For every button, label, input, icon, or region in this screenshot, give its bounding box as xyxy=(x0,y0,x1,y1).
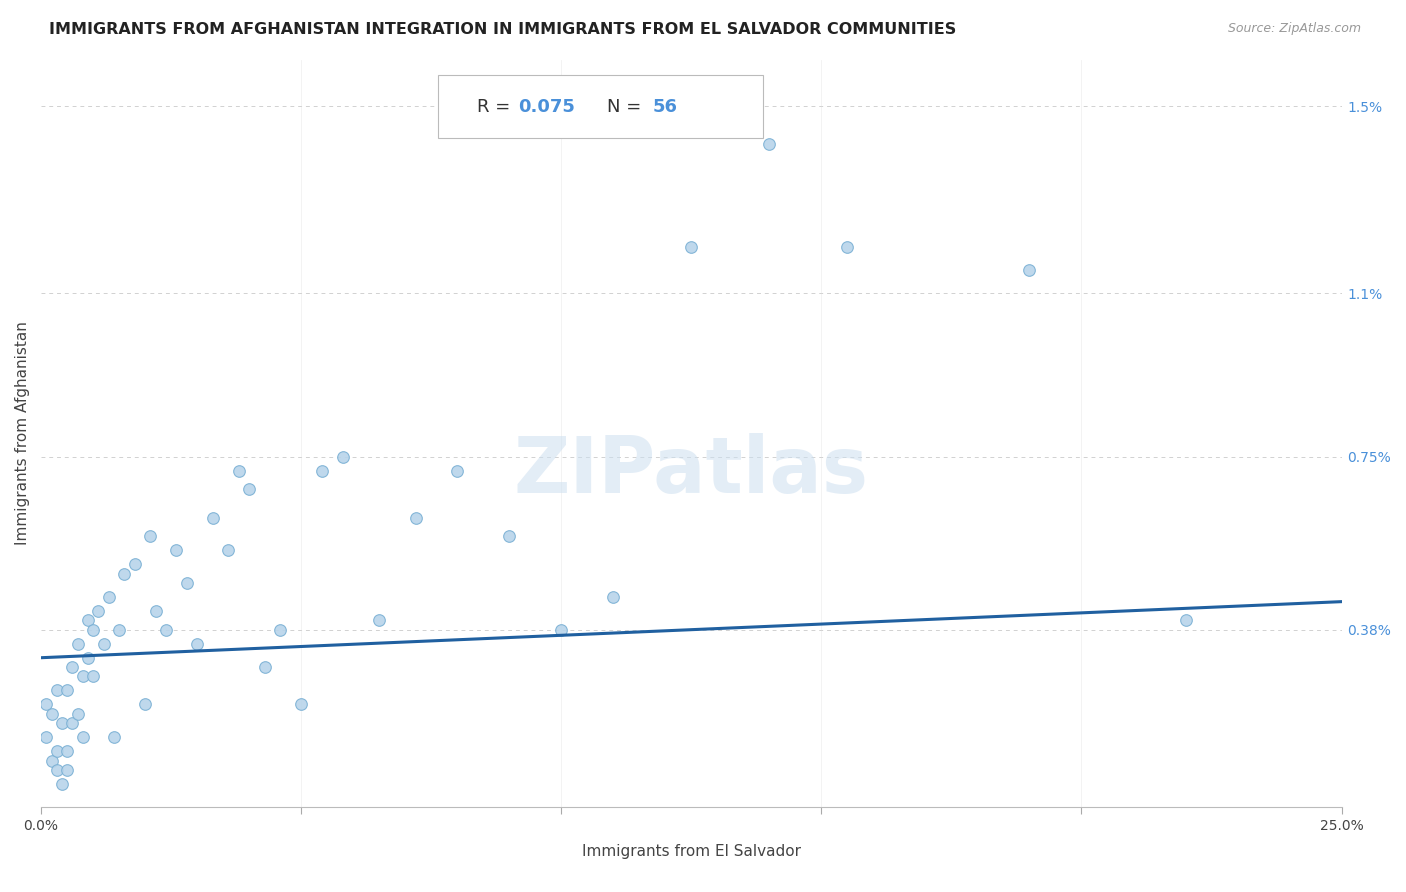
Text: Source: ZipAtlas.com: Source: ZipAtlas.com xyxy=(1227,22,1361,36)
Point xyxy=(45,763,67,777)
Point xyxy=(77,613,100,627)
Point xyxy=(56,744,79,758)
Point xyxy=(51,716,73,731)
Point xyxy=(228,464,250,478)
Point xyxy=(165,543,187,558)
Point xyxy=(82,623,104,637)
Point xyxy=(56,683,79,698)
Point xyxy=(124,558,146,572)
Point xyxy=(77,650,100,665)
X-axis label: Immigrants from El Salvador: Immigrants from El Salvador xyxy=(582,844,801,859)
Text: R =: R = xyxy=(477,98,516,116)
Text: ZIPatlas: ZIPatlas xyxy=(513,433,869,508)
Point xyxy=(1174,613,1197,627)
Point xyxy=(41,754,63,768)
Point xyxy=(72,730,94,744)
Point xyxy=(82,669,104,683)
Point xyxy=(186,637,208,651)
Point xyxy=(134,698,156,712)
Point xyxy=(45,744,67,758)
Point xyxy=(72,669,94,683)
Point xyxy=(60,716,83,731)
Point xyxy=(103,730,125,744)
Text: N =: N = xyxy=(607,98,647,116)
Point xyxy=(112,566,135,581)
Point xyxy=(108,623,131,637)
Text: 0.075: 0.075 xyxy=(519,98,575,116)
Point xyxy=(332,450,354,464)
Point xyxy=(1018,263,1040,277)
Point xyxy=(51,777,73,791)
Point xyxy=(758,136,780,151)
Point xyxy=(837,239,859,253)
Text: 56: 56 xyxy=(652,98,678,116)
Point xyxy=(290,698,312,712)
Point xyxy=(550,623,572,637)
Point xyxy=(145,604,167,618)
Point xyxy=(176,576,198,591)
Point xyxy=(238,483,260,497)
FancyBboxPatch shape xyxy=(437,75,763,138)
Point xyxy=(602,590,624,604)
Point xyxy=(56,763,79,777)
Point xyxy=(311,464,333,478)
Point xyxy=(66,637,89,651)
Point xyxy=(155,623,177,637)
Point xyxy=(93,637,115,651)
Point xyxy=(60,660,83,674)
Point xyxy=(45,683,67,698)
Point xyxy=(368,613,391,627)
Text: IMMIGRANTS FROM AFGHANISTAN INTEGRATION IN IMMIGRANTS FROM EL SALVADOR COMMUNITI: IMMIGRANTS FROM AFGHANISTAN INTEGRATION … xyxy=(49,22,956,37)
Point xyxy=(139,529,162,543)
Point xyxy=(97,590,120,604)
Point xyxy=(253,660,276,674)
Point xyxy=(681,239,703,253)
Point xyxy=(87,604,110,618)
Point xyxy=(35,698,58,712)
Point xyxy=(66,706,89,721)
Y-axis label: Immigrants from Afghanistan: Immigrants from Afghanistan xyxy=(15,321,30,545)
Point xyxy=(269,623,291,637)
Point xyxy=(405,510,427,524)
Point xyxy=(35,730,58,744)
Point xyxy=(217,543,239,558)
Point xyxy=(201,510,224,524)
Point xyxy=(446,464,468,478)
Point xyxy=(41,706,63,721)
Point xyxy=(498,529,520,543)
